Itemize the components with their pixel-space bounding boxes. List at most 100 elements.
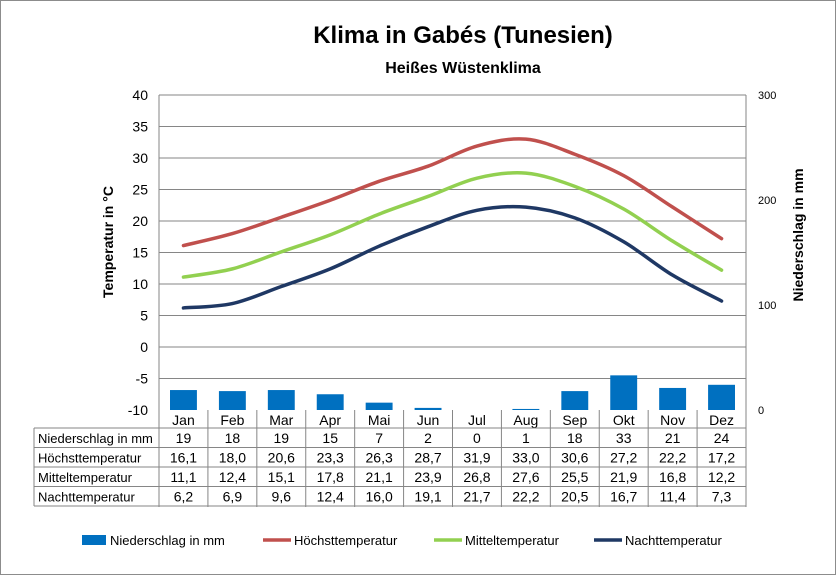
table-cell: 6,9: [223, 488, 243, 504]
legend-label: Nachttemperatur: [625, 533, 722, 548]
legend-label: Mitteltemperatur: [465, 533, 560, 548]
table-cell: 22,2: [512, 488, 539, 504]
y-tick-label-left: 0: [140, 339, 148, 355]
table-cell: 12,4: [317, 488, 344, 504]
table-cell: 0: [473, 430, 481, 446]
chart-title: Klima in Gabés (Tunesien): [313, 22, 613, 49]
x-tick-label: Jul: [468, 412, 486, 428]
table-cell: 25,5: [561, 469, 588, 485]
table-cell: 16,1: [170, 449, 197, 465]
table-cell: 17,2: [708, 449, 735, 465]
y-tick-label-left: 40: [132, 87, 148, 103]
table-cell: 28,7: [414, 449, 441, 465]
table-cell: 21,1: [366, 469, 393, 485]
data-table: Jan Feb Mar Apr Mai Jun Jul Aug Sep Okt Nov Dez Nied…: [33, 410, 747, 507]
table-row-header: Nachttemperatur: [38, 489, 135, 504]
table-cell: 22,2: [659, 449, 686, 465]
y-tick-label-left: 35: [132, 119, 148, 135]
grid-lines: [159, 94, 746, 379]
table-cell: 26,3: [366, 449, 393, 465]
x-tick-label: Okt: [613, 412, 635, 428]
table-cell: 7: [375, 430, 383, 446]
x-tick-label: Feb: [220, 412, 244, 428]
x-tick-label: Sep: [562, 412, 587, 428]
precipitation-bar: [414, 407, 442, 410]
x-tick-label: Jun: [417, 412, 440, 428]
y-tick-label-left: 15: [132, 245, 148, 261]
table-cell: 21,7: [463, 488, 490, 504]
table-cell: 19,1: [414, 488, 441, 504]
table-cell: 31,9: [463, 449, 490, 465]
chart-subtitle: Heißes Wüstenklima: [385, 60, 541, 77]
table-cell: 6,2: [174, 488, 194, 504]
table-cell: 12,4: [219, 469, 246, 485]
y-tick-label-right: 0: [758, 405, 764, 417]
table-cell: 20,5: [561, 488, 588, 504]
temperature-lines: [181, 137, 724, 310]
table-cell: 26,8: [463, 469, 490, 485]
precipitation-bar: [316, 394, 344, 410]
y-axis-label-right: Niederschlag in mm: [790, 168, 806, 301]
table-cell: 7,3: [712, 488, 732, 504]
precipitation-bar: [170, 390, 197, 410]
table-cell: 30,6: [561, 449, 588, 465]
axes: 40 35 30 25 20 15 10 5 0 -5 -10 300 200 100 0: [128, 87, 777, 418]
precipitation-bar: [512, 408, 540, 410]
table-cell: 18: [225, 430, 241, 446]
y-tick-label-left: 10: [132, 276, 148, 292]
table-cell: 15,1: [268, 469, 295, 485]
x-tick-label: Jan: [172, 412, 195, 428]
table-cell: 11,4: [660, 488, 686, 504]
table-cell: 18,0: [219, 449, 246, 465]
table-cell: 17,8: [317, 469, 344, 485]
precipitation-bar: [561, 391, 589, 410]
y-tick-label-right: 200: [758, 195, 776, 207]
table-cell: 12,2: [708, 469, 735, 485]
table-cell: 16,8: [659, 469, 686, 485]
x-tick-label: Mar: [269, 412, 293, 428]
series-line: [181, 171, 724, 279]
precipitation-bar: [610, 375, 638, 410]
x-tick-label: Aug: [513, 412, 538, 428]
table-cell: 23,9: [414, 469, 441, 485]
table-cell: 21,9: [610, 469, 637, 485]
y-tick-label-left: 30: [132, 150, 148, 166]
series-line: [181, 137, 724, 248]
x-tick-label: Mai: [368, 412, 391, 428]
y-tick-label-right: 300: [758, 90, 776, 102]
table-cell: 9,6: [272, 488, 292, 504]
legend-label: Höchsttemperatur: [294, 533, 398, 548]
y-tick-label-left: 25: [132, 182, 148, 198]
precipitation-bar: [218, 391, 246, 410]
table-cell: 24: [714, 430, 730, 446]
table-row-header: Höchsttemperatur: [38, 450, 142, 465]
table-cell: 16,0: [366, 488, 393, 504]
table-cell: 33: [616, 430, 632, 446]
legend: Niederschlag in mm Höchsttemperatur Mittel…: [82, 533, 722, 548]
y-tick-label-left: -10: [128, 402, 148, 418]
x-tick-label: Nov: [660, 412, 685, 428]
table-cell: 33,0: [512, 449, 539, 465]
y-tick-label-left: 20: [132, 213, 148, 229]
table-cell: 19: [274, 430, 290, 446]
table-row-header: Mitteltemperatur: [38, 470, 133, 485]
x-tick-label: Dez: [709, 412, 734, 428]
y-tick-label-right: 100: [758, 300, 776, 312]
table-cell: 15: [322, 430, 338, 446]
table-row-header: Niederschlag in mm: [38, 431, 153, 446]
legend-swatch-bar: [82, 535, 106, 545]
y-tick-label-left: 5: [140, 308, 148, 324]
precipitation-bar: [659, 387, 687, 410]
precipitation-bar: [267, 390, 295, 410]
table-cell: 11,1: [170, 469, 196, 485]
table-cell: 18: [567, 430, 583, 446]
precipitation-bar: [365, 402, 393, 410]
table-cell: 23,3: [317, 449, 344, 465]
precipitation-bar: [708, 384, 735, 410]
y-tick-label-left: -5: [136, 371, 149, 387]
series-line: [181, 204, 724, 310]
table-cell: 20,6: [268, 449, 295, 465]
table-cell: 16,7: [610, 488, 637, 504]
x-tick-label: Apr: [319, 412, 341, 428]
